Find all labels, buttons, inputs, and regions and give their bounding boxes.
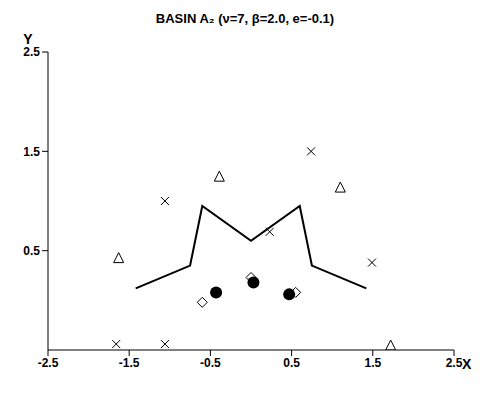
svg-text:-0.5: -0.5 [200, 356, 221, 370]
svg-text:2.5: 2.5 [23, 45, 40, 59]
svg-text:0.5: 0.5 [283, 356, 300, 370]
svg-text:-2.5: -2.5 [38, 356, 59, 370]
svg-text:2.5: 2.5 [446, 356, 463, 370]
svg-text:-1.5: -1.5 [119, 356, 140, 370]
svg-text:1.5: 1.5 [364, 356, 381, 370]
svg-text:0.5: 0.5 [23, 244, 40, 258]
svg-text:Y: Y [23, 31, 33, 47]
html-text:BASIN A₂ (ν=7, β=2.0, e=-0.1): BASIN A₂ (ν=7, β=2.0, e=-0.1) [155, 11, 335, 26]
svg-text:X: X [462, 356, 472, 372]
svg-text:1.5: 1.5 [23, 145, 40, 159]
